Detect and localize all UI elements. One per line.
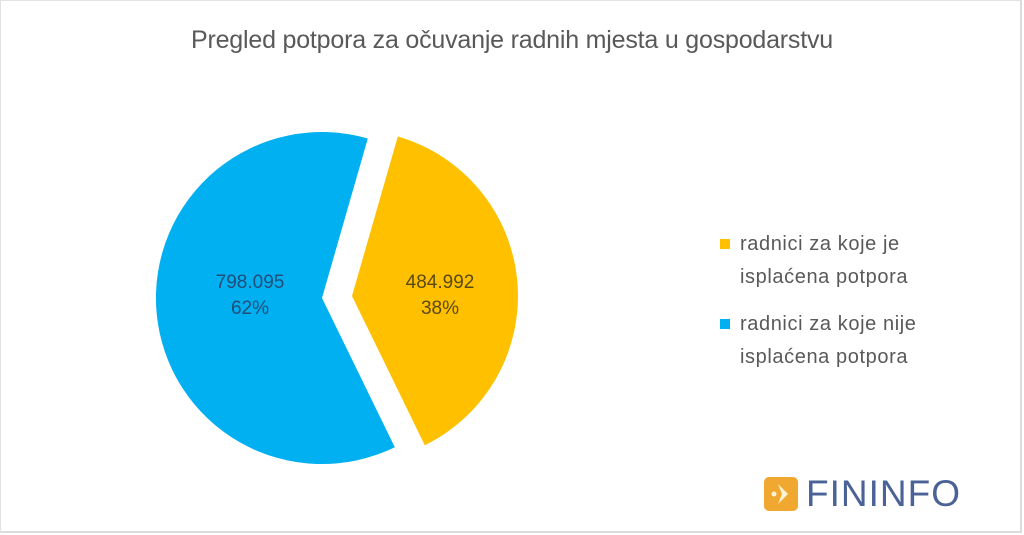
legend-item-paid[interactable]: radnici za koje je isplaćena potpora <box>720 228 917 294</box>
legend-label-line1: radnici za koje nije <box>740 313 917 335</box>
legend-swatch-yellow <box>720 239 730 249</box>
logo-text: FININFO <box>806 473 961 514</box>
chevron-right-icon <box>764 477 798 511</box>
legend-item-not-paid[interactable]: radnici za koje nije isplaćena potpora <box>720 308 917 374</box>
fininfo-logo: FININFO <box>764 474 961 514</box>
legend-label-line2: isplaćena potpora <box>740 346 909 368</box>
slice-percent: 62% <box>230 298 270 319</box>
slice-label-not-paid: 798.095 62% <box>190 270 310 322</box>
chart-title: Pregled potpora za očuvanje radnih mjest… <box>191 26 833 54</box>
slice-value: 798.095 <box>215 272 285 293</box>
slice-value: 484.992 <box>405 272 475 293</box>
legend-label-line2: isplaćena potpora <box>740 266 909 288</box>
legend-label-line1: radnici za koje je <box>740 233 900 255</box>
pie-slice-paid[interactable] <box>352 136 518 446</box>
pie-slice-not-paid[interactable] <box>155 132 395 465</box>
slice-label-paid: 484.992 38% <box>380 270 500 322</box>
slice-percent: 38% <box>420 298 460 319</box>
legend-swatch-blue <box>720 319 730 329</box>
legend: radnici za koje je isplaćena potpora rad… <box>720 228 917 388</box>
